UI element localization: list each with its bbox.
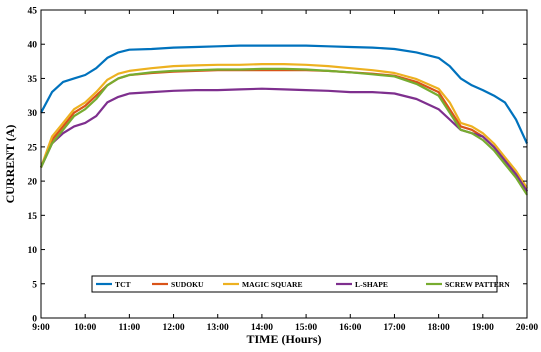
x-tick-label: 13:00 — [207, 323, 229, 333]
y-tick-label: 15 — [28, 212, 38, 222]
series-line-magic-square — [39, 62, 528, 189]
x-tick-label: 17:00 — [383, 323, 405, 333]
axis-ticks: 0 5 10 15 20 25 30 35 40 45 9:00 10:00 11:00 12:00 13:… — [28, 7, 539, 334]
y-tick-label: 5 — [32, 280, 37, 290]
x-axis-title: TIME (Hours) — [247, 332, 322, 346]
y-tick-label: 25 — [28, 143, 38, 153]
x-tick-label: 18:00 — [428, 323, 450, 333]
y-tick-label: 40 — [28, 41, 38, 51]
x-tick-label: 15:00 — [295, 323, 317, 333]
series-line-tct — [40, 44, 528, 144]
y-tick-label: 30 — [28, 109, 38, 119]
legend-box — [91, 275, 498, 293]
legend: TCT SUDOKU MAGIC SQUARE L-SHAPE SCREW PATTER… — [91, 275, 510, 293]
x-tick-label: 19:00 — [472, 323, 494, 333]
y-tick-label: 10 — [28, 246, 38, 256]
legend-label: TCT — [115, 280, 131, 289]
x-tick-label: 11:00 — [119, 323, 141, 333]
plot-frame — [40, 9, 528, 319]
legend-label: MAGIC SQUARE — [242, 280, 303, 289]
x-tick-label: 10:00 — [74, 323, 96, 333]
series-line-screw-pattern — [40, 67, 528, 196]
x-tick-label: 16:00 — [339, 323, 361, 333]
x-tick-label: 9:00 — [32, 323, 50, 333]
y-axis-title: CURRENT (A) — [3, 125, 17, 204]
x-tick-label: 12:00 — [162, 323, 184, 333]
legend-label: L-SHAPE — [355, 280, 388, 289]
y-tick-label: 0 — [32, 315, 37, 325]
x-tick-label: 14:00 — [251, 323, 273, 333]
y-tick-label: 45 — [28, 7, 38, 17]
legend-label: SCREW PATTERN — [445, 280, 510, 289]
series-line-sudoku — [39, 69, 528, 192]
legend-label: SUDOKU — [171, 280, 204, 289]
y-tick-label: 35 — [28, 75, 38, 85]
x-tick-label: 20:00 — [516, 323, 538, 333]
series-line-l-shape — [40, 87, 528, 192]
y-tick-label: 20 — [28, 178, 38, 188]
series-lines — [39, 44, 528, 196]
